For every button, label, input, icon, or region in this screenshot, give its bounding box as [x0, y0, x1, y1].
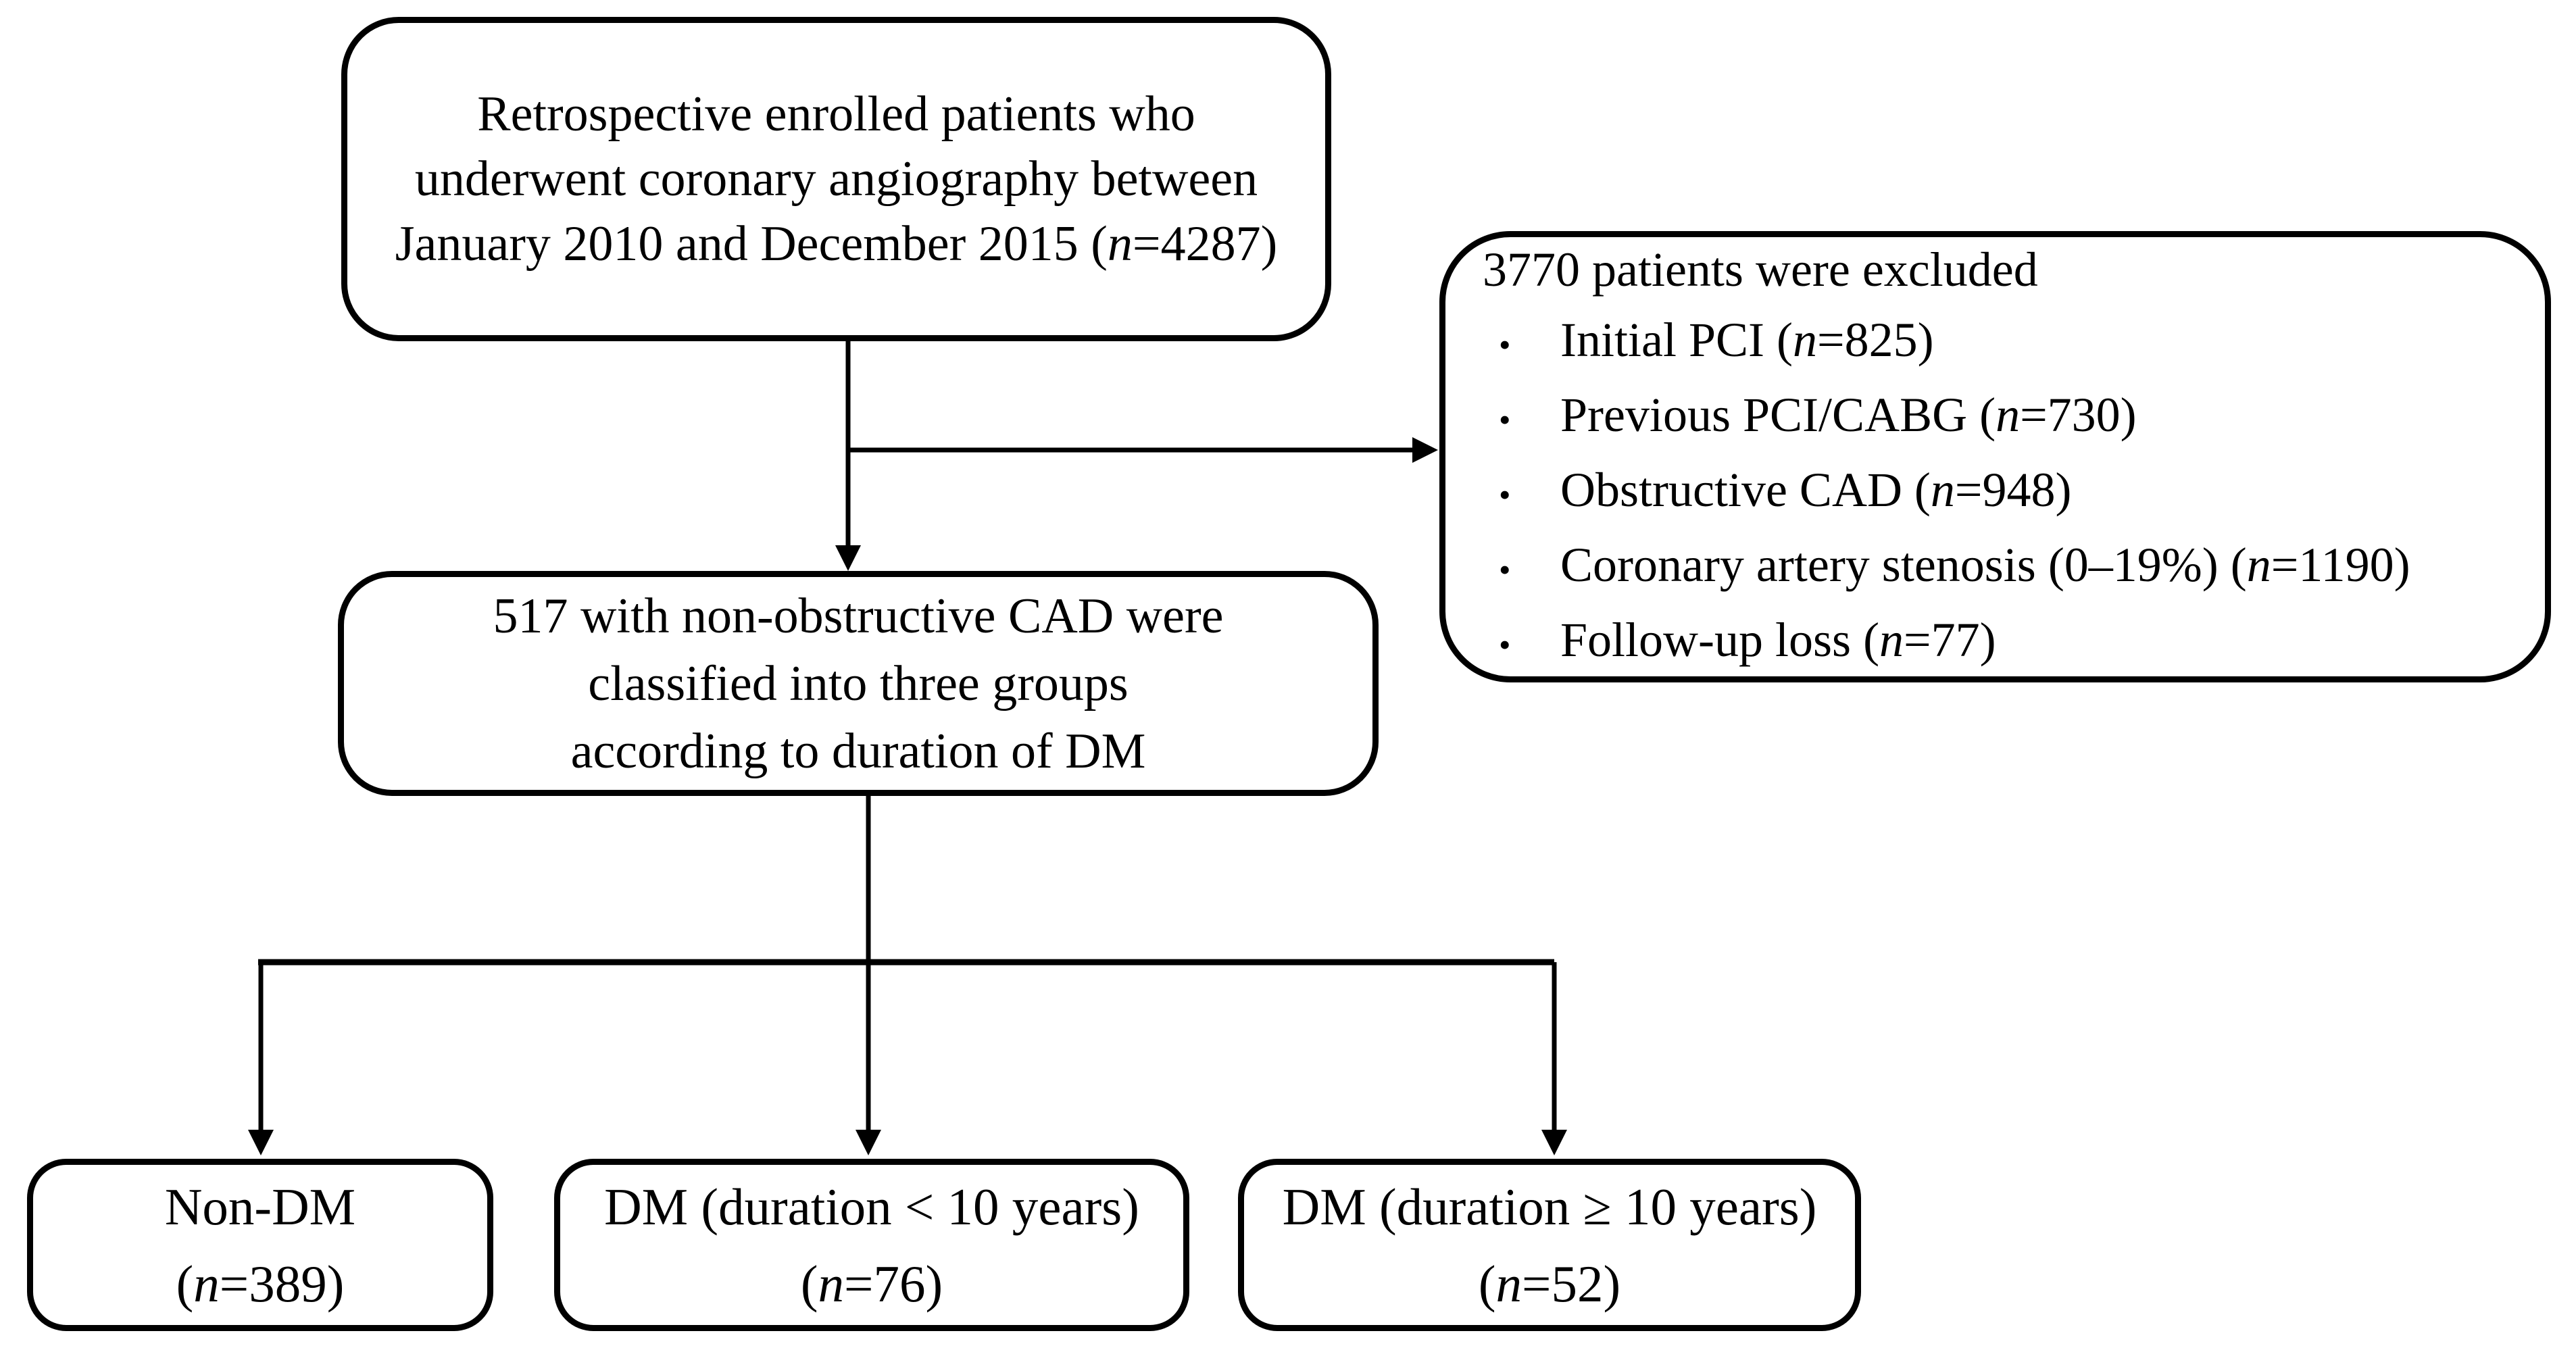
exclusion-item-text: Follow-up loss (n=77)	[1560, 605, 1996, 675]
italic-n: n	[193, 1254, 220, 1313]
exclusion-item-text: Obstructive CAD (n=948)	[1560, 455, 2072, 525]
italic-n: n	[818, 1254, 845, 1313]
text-segment: 517 with non-obstructive CAD were	[493, 588, 1224, 644]
bullet-icon: •	[1499, 550, 1511, 589]
text-segment: January 2010 and December 2015 (	[395, 216, 1108, 272]
exclusion-item: • Follow-up loss (n=77)	[1483, 605, 2526, 680]
bullet-icon: •	[1499, 325, 1511, 364]
exclusion-item: • Previous PCI/CABG (n=730)	[1483, 380, 2526, 455]
text-segment: =77)	[1904, 612, 1996, 667]
text-segment: =4287)	[1132, 216, 1278, 272]
exclusion-item: • Obstructive CAD (n=948)	[1483, 455, 2526, 530]
text-segment: (	[176, 1254, 194, 1313]
group-box-non-dm: Non-DM (n=389)	[27, 1159, 493, 1331]
text-segment: Retrospective enrolled patients who	[477, 86, 1195, 142]
text-segment: =825)	[1816, 312, 1934, 367]
exclusion-item-text: Initial PCI (n=825)	[1560, 305, 1934, 375]
group-count: (n=389)	[176, 1245, 345, 1322]
text-segment: (	[800, 1254, 818, 1313]
classification-box: 517 with non-obstructive CAD were classi…	[338, 571, 1379, 796]
arrowhead-down-classification-icon	[835, 545, 861, 571]
text-segment: =389)	[219, 1254, 345, 1313]
text-segment: 3770 patients were excluded	[1483, 242, 2038, 297]
group-box-dm-lt-10: DM (duration < 10 years) (n=76)	[554, 1159, 1189, 1331]
group-label: DM (duration < 10 years)	[604, 1168, 1139, 1245]
text-segment: Initial PCI (	[1560, 312, 1793, 367]
enrollment-line-2: underwent coronary angiography between	[415, 147, 1258, 211]
arrowhead-down-group-dm-lt-10-icon	[856, 1130, 881, 1155]
group-label: DM (duration ≥ 10 years)	[1283, 1168, 1817, 1245]
classification-line-1: 517 with non-obstructive CAD were	[493, 582, 1223, 650]
text-segment: DM (duration ≥ 10 years)	[1282, 1177, 1817, 1236]
text-segment: =730)	[2020, 387, 2137, 442]
classification-line-3: according to duration of DM	[571, 718, 1146, 785]
text-segment: =1190)	[2271, 537, 2410, 592]
bullet-icon: •	[1499, 475, 1511, 514]
bullet-icon: •	[1499, 625, 1511, 664]
exclusion-item: • Initial PCI (n=825)	[1483, 305, 2526, 380]
italic-n: n	[1996, 387, 2021, 442]
italic-n: n	[1107, 216, 1133, 272]
text-segment: DM (duration < 10 years)	[604, 1177, 1139, 1236]
exclusion-title: 3770 patients were excluded	[1483, 234, 2526, 305]
italic-n: n	[2246, 537, 2271, 592]
text-segment: =76)	[844, 1254, 943, 1313]
text-segment: underwent coronary angiography between	[414, 151, 1258, 207]
italic-n: n	[1879, 612, 1904, 667]
text-segment: Previous PCI/CABG (	[1560, 387, 1996, 442]
text-segment: Coronary artery stenosis (0–19%) (	[1560, 537, 2247, 592]
text-segment: Non-DM	[164, 1177, 356, 1236]
arrowhead-down-group-dm-ge-10-icon	[1541, 1130, 1567, 1155]
enrollment-box: Retrospective enrolled patients who unde…	[341, 17, 1331, 341]
bullet-icon: •	[1499, 400, 1511, 439]
exclusion-box: 3770 patients were excluded • Initial PC…	[1439, 231, 2551, 682]
italic-n: n	[1792, 312, 1817, 367]
group-box-dm-ge-10: DM (duration ≥ 10 years) (n=52)	[1238, 1159, 1861, 1331]
group-label: Non-DM	[165, 1168, 355, 1245]
enrollment-line-1: Retrospective enrolled patients who	[477, 82, 1195, 147]
italic-n: n	[1495, 1254, 1522, 1313]
text-segment: classified into three groups	[588, 655, 1129, 711]
arrowhead-right-exclusion-icon	[1412, 437, 1438, 463]
group-count: (n=52)	[1479, 1245, 1620, 1322]
text-segment: Follow-up loss (	[1560, 612, 1880, 667]
text-segment: according to duration of DM	[570, 723, 1146, 779]
text-segment: (	[1478, 1254, 1496, 1313]
exclusion-item: • Coronary artery stenosis (0–19%) (n=11…	[1483, 530, 2526, 605]
classification-line-2: classified into three groups	[588, 650, 1128, 718]
text-segment: =948)	[1954, 462, 2072, 517]
enrollment-line-3: January 2010 and December 2015 (n=4287)	[395, 211, 1278, 276]
exclusion-item-text: Previous PCI/CABG (n=730)	[1560, 380, 2137, 450]
exclusion-item-text: Coronary artery stenosis (0–19%) (n=1190…	[1560, 530, 2410, 600]
italic-n: n	[1930, 462, 1955, 517]
group-count: (n=76)	[801, 1245, 943, 1322]
arrowhead-down-group-non-dm-icon	[248, 1130, 274, 1155]
text-segment: =52)	[1522, 1254, 1621, 1313]
text-segment: Obstructive CAD (	[1560, 462, 1931, 517]
